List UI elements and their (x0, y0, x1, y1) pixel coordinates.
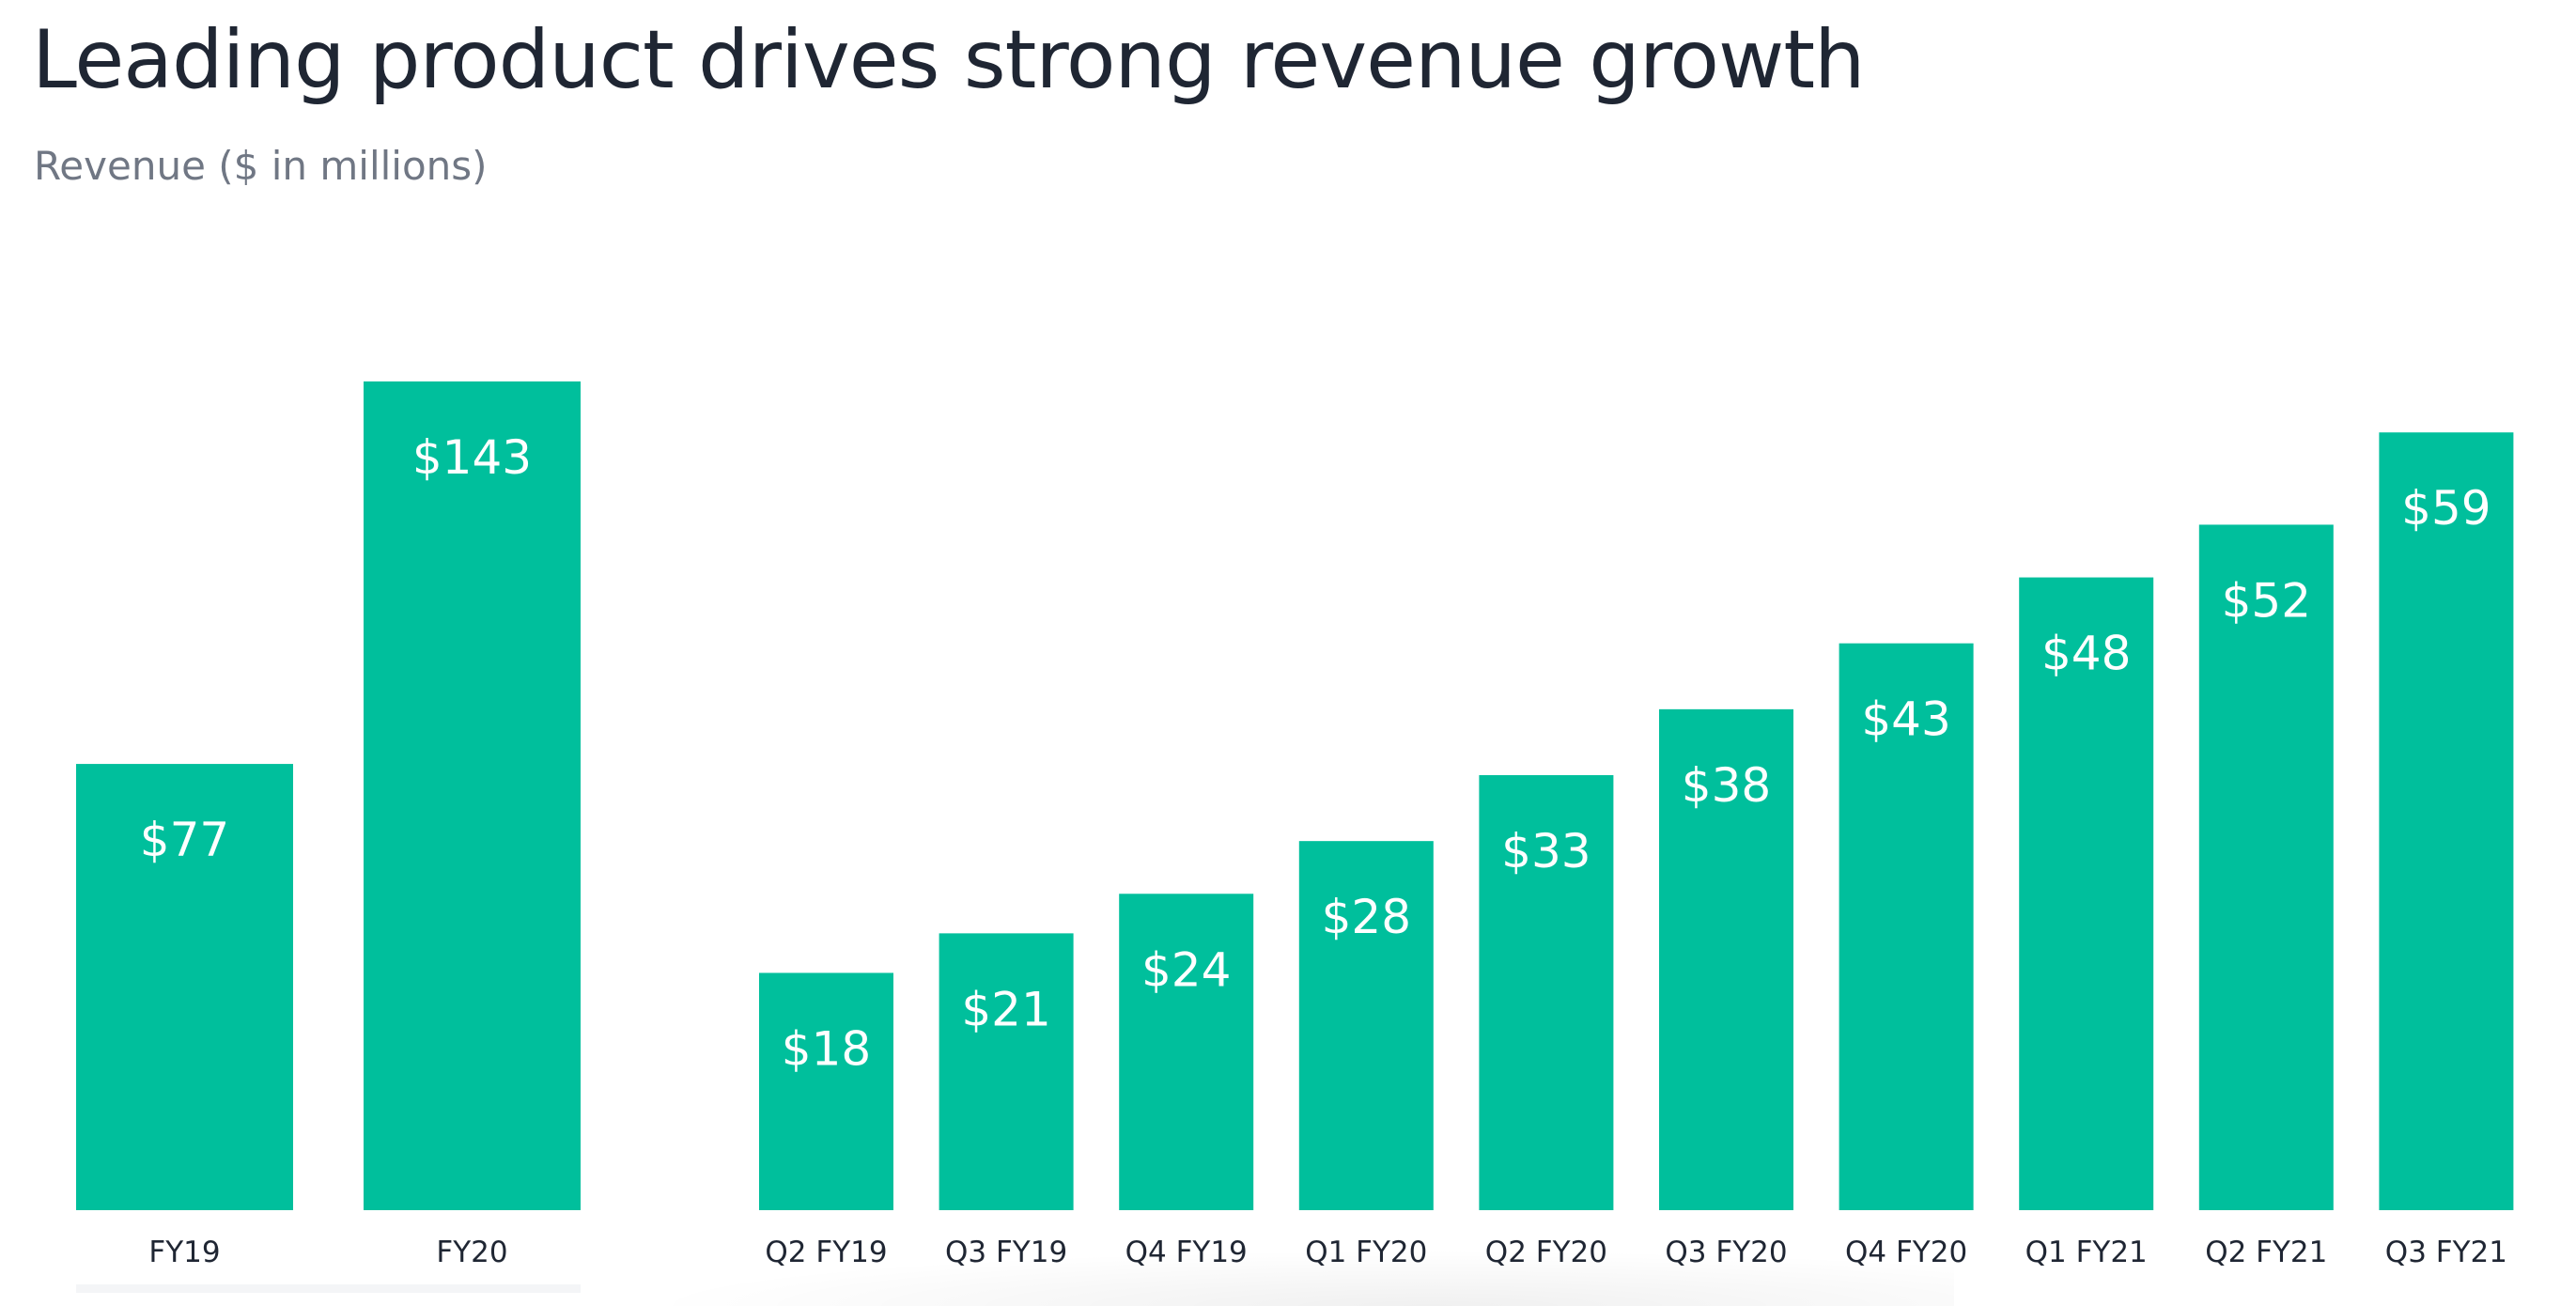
x-tick-label: Q3 FY21 (2385, 1236, 2507, 1269)
x-tick-label: Q2 FY21 (2205, 1236, 2327, 1269)
data-label: $143 (412, 430, 532, 485)
chart-title: Leading product drives strong revenue gr… (32, 13, 1866, 107)
data-label: $18 (782, 1021, 871, 1076)
bar-q3-fy21 (2379, 432, 2514, 1211)
chart-subtitle: Revenue ($ in millions) (34, 143, 488, 189)
bar-q4-fy19 (1119, 894, 1254, 1210)
x-tick-label: Q2 FY19 (765, 1236, 887, 1269)
x-tick-label: Q2 FY20 (1485, 1236, 1607, 1269)
bar-q1-fy21 (2019, 577, 2154, 1210)
data-label: $33 (1501, 824, 1591, 878)
bar-q3-fy20 (1659, 708, 1793, 1210)
bar-q2-fy19 (759, 972, 893, 1210)
data-label: $59 (2401, 481, 2491, 536)
x-tick-label: Q4 FY19 (1125, 1236, 1248, 1269)
bar-q2-fy21 (2198, 524, 2334, 1210)
base-strip (76, 1284, 581, 1293)
data-label: $43 (1861, 692, 1950, 747)
data-label: $52 (2222, 573, 2311, 628)
data-label: $21 (961, 982, 1050, 1036)
x-tick-label: Q1 FY20 (1305, 1236, 1427, 1269)
data-label: $48 (2041, 627, 2131, 681)
data-label: $38 (1682, 758, 1771, 813)
bar-fy20 (364, 381, 581, 1210)
x-tick-label: FY19 (148, 1236, 220, 1269)
bar-q3-fy19 (939, 933, 1074, 1210)
quarterly-series: $18 Q2 FY19 $21 Q3 FY19 $24 Q4 FY19 $28 Q1 FY20… (759, 432, 2514, 1269)
x-tick-label: Q1 FY21 (2025, 1236, 2148, 1269)
x-tick-label: Q3 FY19 (945, 1236, 1067, 1269)
x-tick-label: FY20 (436, 1236, 507, 1269)
x-tick-label: Q3 FY20 (1665, 1236, 1787, 1269)
bar-q1-fy20 (1298, 841, 1434, 1210)
data-label: $77 (140, 813, 229, 867)
annual-series: $77 FY19 $143 FY20 (76, 381, 581, 1269)
bar-q2-fy20 (1479, 775, 1614, 1210)
bar-q4-fy20 (1839, 643, 1974, 1210)
bar-fy19 (76, 764, 293, 1210)
x-tick-label: Q4 FY20 (1845, 1236, 1967, 1269)
data-label: $24 (1141, 942, 1231, 997)
data-label: $28 (1322, 890, 1411, 944)
